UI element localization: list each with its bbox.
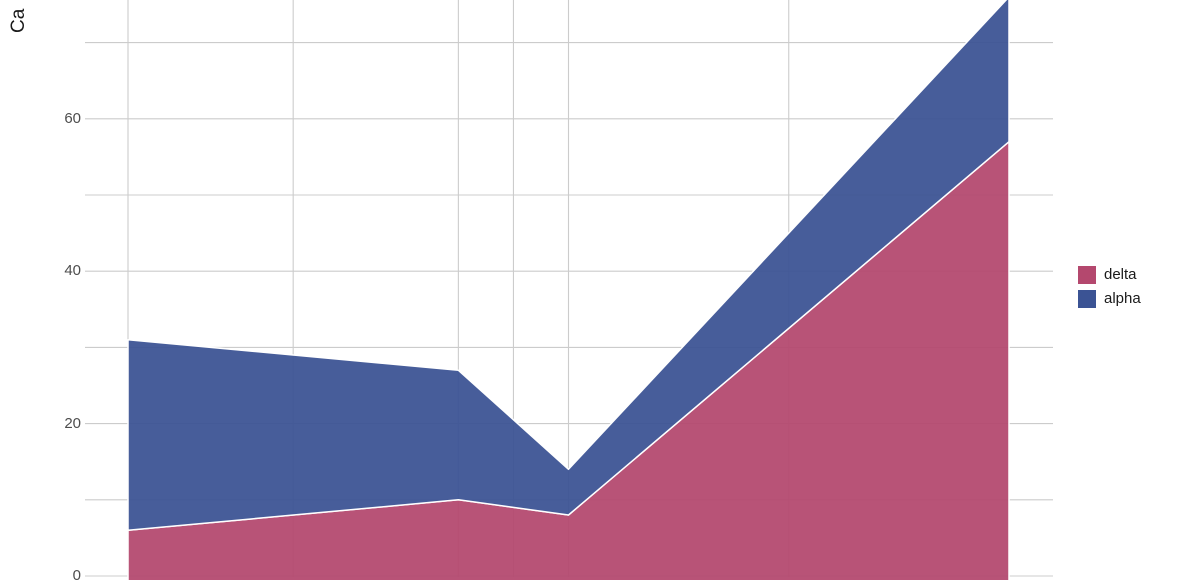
y-axis-title: Ca [8,8,29,33]
legend-label-alpha: alpha [1104,290,1141,307]
y-tick-label: 60 [64,109,81,127]
area-alpha [127,0,1010,532]
legend-label-delta: delta [1104,266,1137,283]
y-tick-label: 40 [64,262,81,280]
legend-swatch-delta [1078,266,1096,284]
legend-item-alpha: alpha [1078,290,1141,308]
area-series [127,0,1010,580]
legend: delta alpha [1078,266,1141,308]
legend-swatch-alpha [1078,290,1096,308]
legend-item-delta: delta [1078,266,1141,284]
y-tick-label: 0 [72,567,81,580]
y-tick-label: 20 [64,414,81,432]
